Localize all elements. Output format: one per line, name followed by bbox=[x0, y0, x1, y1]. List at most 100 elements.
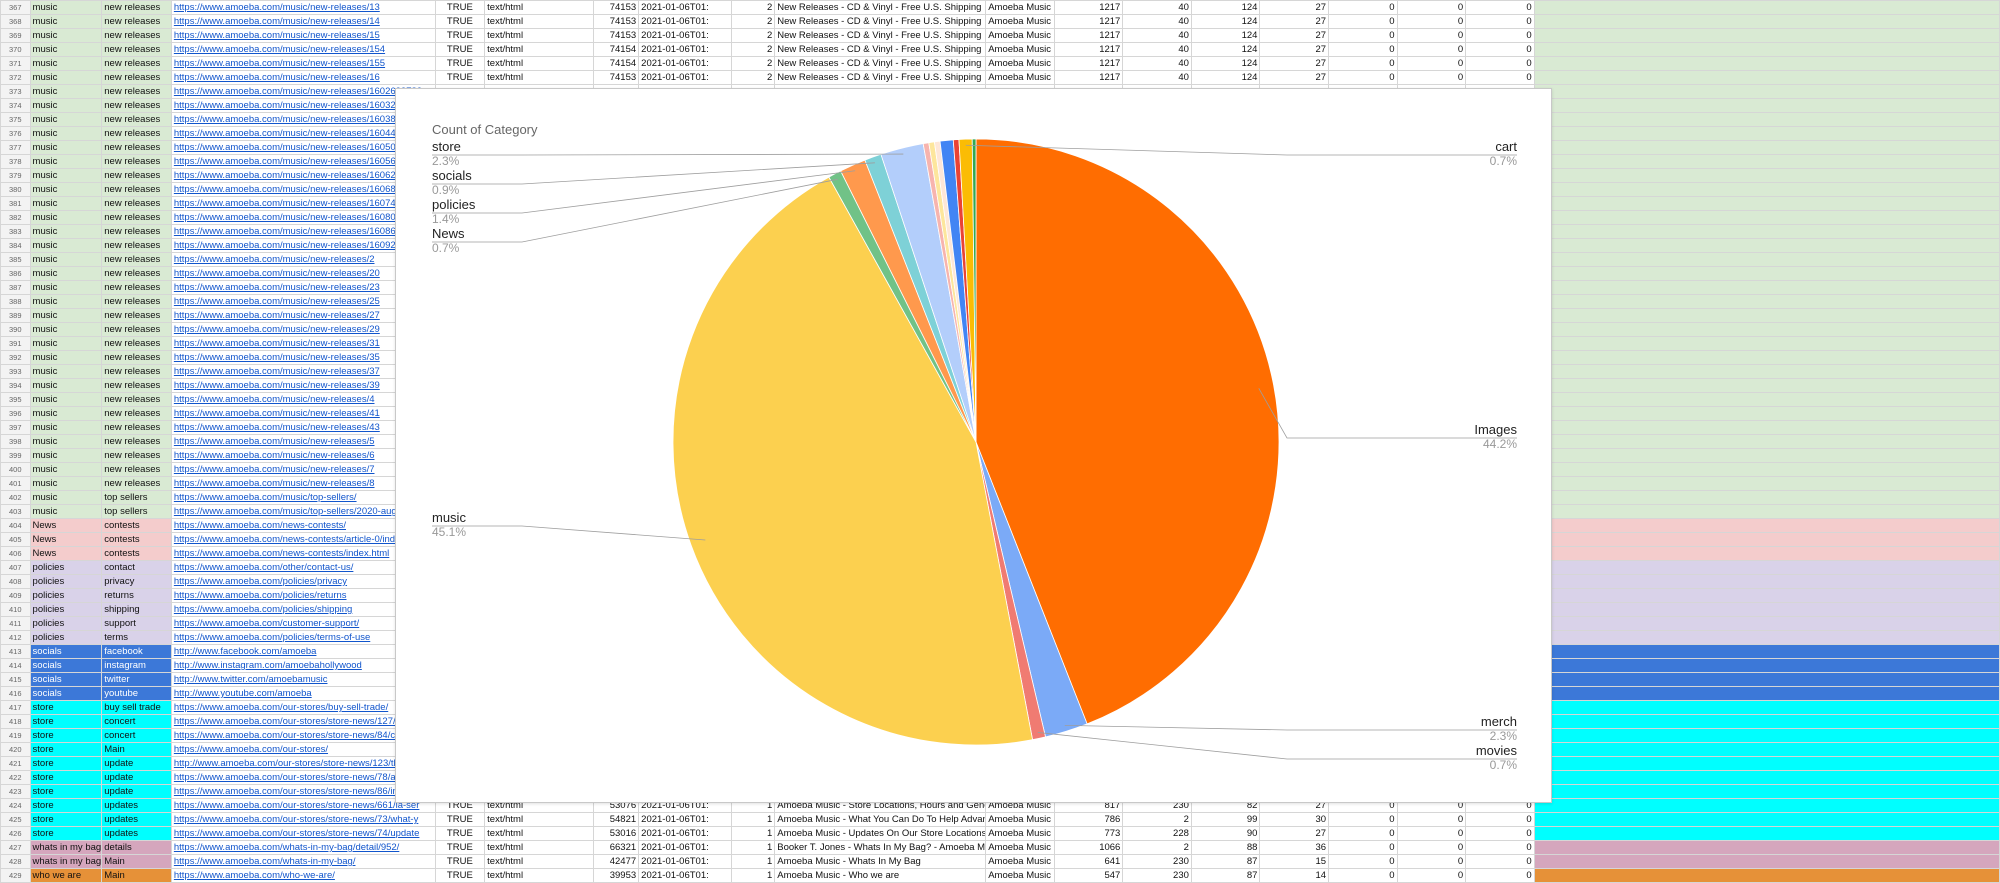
metric-cell: 0 bbox=[1396, 56, 1467, 71]
metric-cell: 0 bbox=[1396, 14, 1467, 29]
empty-cell bbox=[1533, 630, 2000, 645]
word-count-cell: 641 bbox=[1053, 854, 1124, 869]
table-row[interactable]: 372 music new releases https://www.amoeba.c… bbox=[0, 70, 2000, 85]
size-cell: 66321 bbox=[592, 840, 640, 855]
subcategory-cell: updates bbox=[101, 826, 172, 841]
empty-cell bbox=[1533, 56, 2000, 71]
url-cell[interactable]: https://www.amoeba.com/our-stores/store-… bbox=[170, 826, 436, 841]
table-row[interactable]: 369 music new releases https://www.amoeba.c… bbox=[0, 28, 2000, 43]
table-row[interactable]: 427 whats in my bag details https://www.amo… bbox=[0, 840, 2000, 855]
title-cell: New Releases - CD & Vinyl - Free U.S. Sh… bbox=[774, 70, 987, 85]
leader-line-images bbox=[1258, 388, 1517, 439]
empty-cell bbox=[1533, 154, 2000, 169]
metric-cell: 0 bbox=[1396, 840, 1467, 855]
row-number: 390 bbox=[0, 322, 31, 337]
title-cell: New Releases - CD & Vinyl - Free U.S. Sh… bbox=[774, 42, 987, 57]
date-cell: 2021-01-06T01: bbox=[638, 826, 732, 841]
row-number: 429 bbox=[0, 868, 31, 883]
subcategory-cell: new releases bbox=[101, 98, 172, 113]
empty-cell bbox=[1533, 350, 2000, 365]
word-count-cell: 773 bbox=[1053, 826, 1124, 841]
category-cell: store bbox=[29, 728, 103, 743]
url-cell[interactable]: https://www.amoeba.com/our-stores/store-… bbox=[170, 812, 436, 827]
metric-cell: 0 bbox=[1465, 826, 1535, 841]
pie-chart-svg: store2.3%socials0.9%policies1.4%News0.7%… bbox=[432, 138, 1517, 772]
table-row[interactable]: 367 music new releases https://www.amoeba.c… bbox=[0, 0, 2000, 15]
row-number: 395 bbox=[0, 392, 31, 407]
date-cell: 2021-01-06T01: bbox=[638, 840, 732, 855]
empty-cell bbox=[1533, 840, 2000, 855]
slice-percent-news: 0.7% bbox=[432, 241, 460, 255]
url-cell[interactable]: https://www.amoeba.com/music/new-release… bbox=[170, 56, 436, 71]
url-cell[interactable]: https://www.amoeba.com/music/new-release… bbox=[170, 42, 436, 57]
subcategory-cell: terms bbox=[101, 630, 172, 645]
size-cell: 74154 bbox=[592, 42, 640, 57]
leader-line-cart bbox=[965, 144, 1517, 156]
subcategory-cell: new releases bbox=[101, 322, 172, 337]
url-cell[interactable]: https://www.amoeba.com/music/new-release… bbox=[170, 28, 436, 43]
metric-cell: 87 bbox=[1190, 868, 1261, 883]
pie-slice-music[interactable] bbox=[672, 176, 1034, 746]
indexable-cell: TRUE bbox=[434, 56, 486, 71]
subcategory-cell: new releases bbox=[101, 406, 172, 421]
metric-cell: 0 bbox=[1328, 826, 1398, 841]
metric-cell: 124 bbox=[1190, 28, 1261, 43]
title-cell: Amoeba Music - Who we are bbox=[774, 868, 987, 883]
row-number: 379 bbox=[0, 168, 31, 183]
metric-cell: 27 bbox=[1259, 42, 1330, 57]
url-cell[interactable]: https://www.amoeba.com/whats-in-my-bag/ bbox=[170, 854, 436, 869]
metric-cell: 27 bbox=[1259, 28, 1330, 43]
level-cell: 1 bbox=[730, 840, 776, 855]
url-cell[interactable]: https://www.amoeba.com/music/new-release… bbox=[170, 0, 436, 15]
category-cell: store bbox=[29, 714, 103, 729]
subcategory-cell: new releases bbox=[101, 336, 172, 351]
url-cell[interactable]: https://www.amoeba.com/music/new-release… bbox=[170, 14, 436, 29]
metric-cell: 40 bbox=[1122, 0, 1192, 15]
url-cell[interactable]: https://www.amoeba.com/who-we-are/ bbox=[170, 868, 436, 883]
subcategory-cell: new releases bbox=[101, 364, 172, 379]
row-number: 406 bbox=[0, 546, 31, 561]
subcategory-cell: new releases bbox=[101, 182, 172, 197]
slice-label-socials: socials bbox=[432, 168, 472, 183]
table-row[interactable]: 368 music new releases https://www.amoeba.c… bbox=[0, 14, 2000, 29]
subcategory-cell: new releases bbox=[101, 140, 172, 155]
url-cell[interactable]: https://www.amoeba.com/music/new-release… bbox=[170, 70, 436, 85]
row-number: 380 bbox=[0, 182, 31, 197]
date-cell: 2021-01-06T01: bbox=[638, 28, 732, 43]
category-cell: music bbox=[29, 84, 103, 99]
indexable-cell: TRUE bbox=[434, 14, 486, 29]
h1-cell: Amoeba Music bbox=[985, 854, 1055, 869]
h1-cell: Amoeba Music bbox=[985, 0, 1055, 15]
row-number: 414 bbox=[0, 658, 31, 673]
table-row[interactable]: 429 who we are Main https://www.amoeba.com/… bbox=[0, 868, 2000, 883]
empty-cell bbox=[1533, 140, 2000, 155]
row-number: 423 bbox=[0, 784, 31, 799]
empty-cell bbox=[1533, 770, 2000, 785]
table-row[interactable]: 428 whats in my bag Main https://www.amoeba… bbox=[0, 854, 2000, 869]
word-count-cell: 547 bbox=[1053, 868, 1124, 883]
title-cell: New Releases - CD & Vinyl - Free U.S. Sh… bbox=[774, 56, 987, 71]
subcategory-cell: update bbox=[101, 770, 172, 785]
pie-chart[interactable]: Count of Category store 2.3% socials 0.9% po… bbox=[395, 88, 1552, 803]
subcategory-cell: instagram bbox=[101, 658, 172, 673]
table-row[interactable]: 370 music new releases https://www.amoeba.c… bbox=[0, 42, 2000, 57]
metric-cell: 27 bbox=[1259, 56, 1330, 71]
h1-cell: Amoeba Music bbox=[985, 826, 1055, 841]
title-cell: New Releases - CD & Vinyl - Free U.S. Sh… bbox=[774, 14, 987, 29]
row-number: 383 bbox=[0, 224, 31, 239]
subcategory-cell: concert bbox=[101, 714, 172, 729]
pie-slice-images[interactable] bbox=[975, 138, 1280, 725]
row-number: 428 bbox=[0, 854, 31, 869]
metric-cell: 0 bbox=[1396, 42, 1467, 57]
url-cell[interactable]: https://www.amoeba.com/whats-in-my-bag/d… bbox=[170, 840, 436, 855]
word-count-cell: 1217 bbox=[1053, 56, 1124, 71]
row-number: 402 bbox=[0, 490, 31, 505]
table-row[interactable]: 371 music new releases https://www.amoeba.c… bbox=[0, 56, 2000, 71]
table-row[interactable]: 425 store updates https://www.amoeba.com/ou… bbox=[0, 812, 2000, 827]
h1-cell: Amoeba Music bbox=[985, 42, 1055, 57]
table-row[interactable]: 426 store updates https://www.amoeba.com/ou… bbox=[0, 826, 2000, 841]
empty-cell bbox=[1533, 518, 2000, 533]
metric-cell: 0 bbox=[1396, 0, 1467, 15]
category-cell: music bbox=[29, 434, 103, 449]
pie-slice-unlabeled-14[interactable] bbox=[971, 138, 977, 443]
